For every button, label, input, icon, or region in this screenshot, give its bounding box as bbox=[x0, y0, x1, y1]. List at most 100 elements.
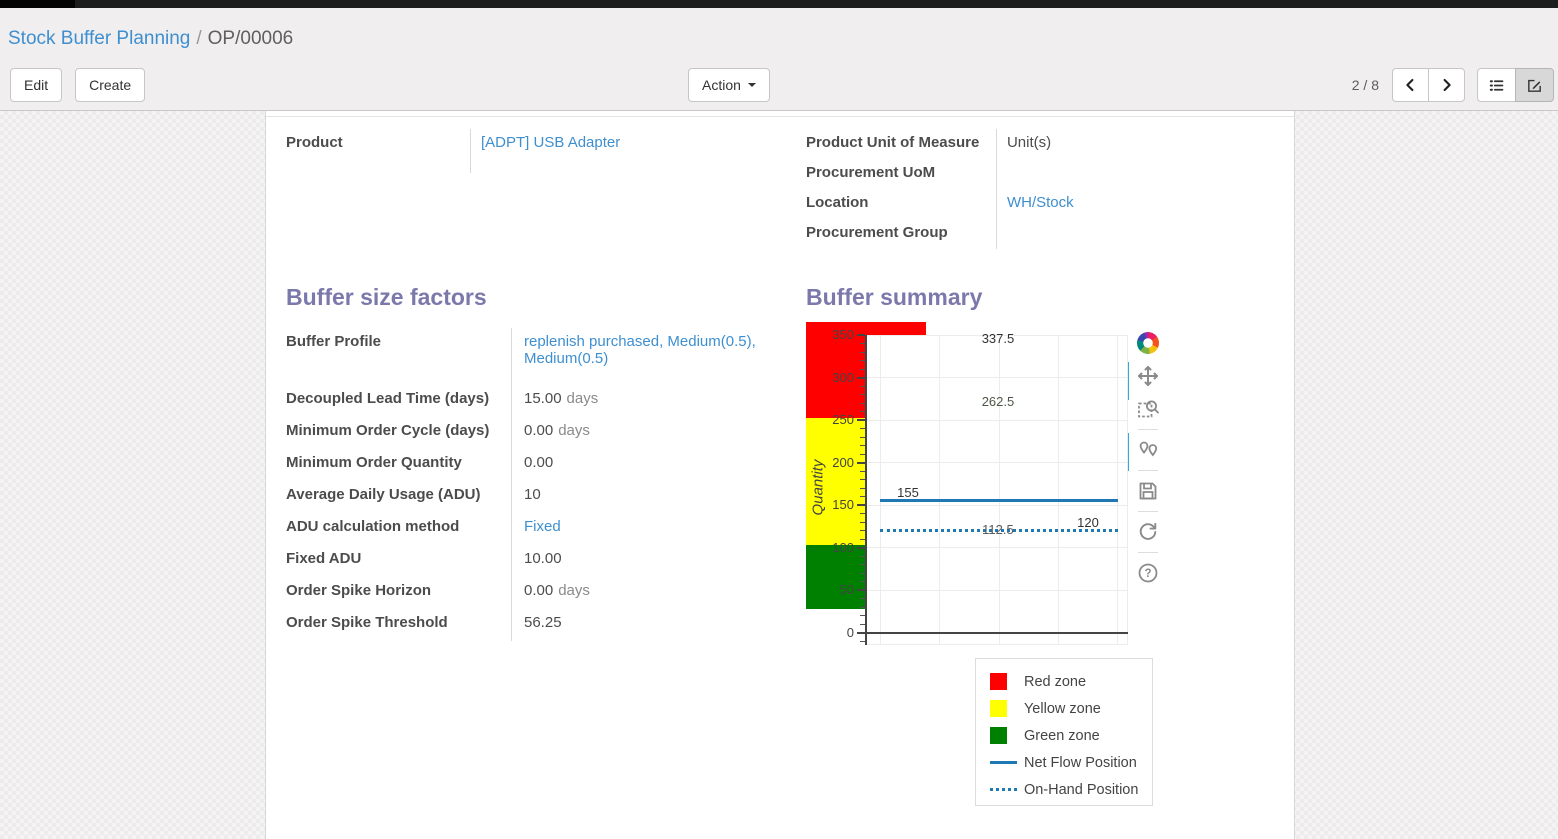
legend-label: Net Flow Position bbox=[1023, 754, 1137, 771]
legend-item-net-flow-position[interactable]: Net Flow Position bbox=[976, 749, 1152, 776]
field-decoupled-lead-time: Decoupled Lead Time (days) 15.00 days bbox=[286, 385, 778, 417]
legend-item-red-zone[interactable]: Red zone bbox=[976, 668, 1152, 695]
breadcrumb-row: Stock Buffer Planning / OP/00006 bbox=[0, 8, 1558, 60]
chart-gridline bbox=[865, 419, 1128, 421]
y-axis-tick-label: 100 bbox=[832, 539, 854, 555]
on-hand-position-line bbox=[879, 529, 1118, 532]
field-buffer-profile: Buffer Profile replenish purchased, Medi… bbox=[286, 328, 778, 385]
field-label-order-spike-threshold: Order Spike Threshold bbox=[286, 609, 512, 641]
caret-down-icon bbox=[747, 83, 756, 87]
chart-gridline bbox=[1058, 335, 1060, 645]
create-button[interactable]: Create bbox=[75, 68, 146, 102]
chart-gridline bbox=[865, 377, 1128, 378]
field-label-average-daily-usage: Average Daily Usage (ADU) bbox=[286, 481, 512, 513]
field-label-product: Product bbox=[286, 129, 471, 173]
pager-value: 2 / 8 bbox=[1351, 77, 1379, 93]
reset-axes-icon[interactable] bbox=[1135, 519, 1161, 545]
save-icon[interactable] bbox=[1135, 478, 1161, 504]
chart-gridline bbox=[879, 335, 881, 645]
pan-icon[interactable] bbox=[1135, 363, 1161, 389]
net-flow-position-line bbox=[879, 499, 1118, 503]
y-axis-minor-tick bbox=[859, 385, 865, 387]
y-axis-minor-tick bbox=[859, 487, 865, 489]
chart-modebar: ? bbox=[1124, 330, 1163, 586]
legend-label: Green zone bbox=[1023, 727, 1100, 744]
y-axis-title: Quantity bbox=[809, 459, 827, 516]
field-label-procurement-uom: Procurement UoM bbox=[806, 159, 997, 189]
chart-zero-line bbox=[865, 631, 1128, 634]
y-axis-tick-label: 50 bbox=[839, 582, 854, 597]
bar-value-label: 112.5 bbox=[982, 521, 1014, 537]
red-zone-swatch-icon bbox=[989, 673, 1020, 690]
field-value-location-link[interactable]: WH/Stock bbox=[1006, 194, 1074, 211]
legend-item-on-hand-position[interactable]: On-Hand Position bbox=[976, 776, 1152, 803]
plotly-logo-icon[interactable] bbox=[1135, 330, 1161, 356]
field-label-adu-calculation-method: ADU calculation method bbox=[286, 513, 512, 545]
box-zoom-icon[interactable] bbox=[1135, 396, 1161, 422]
y-axis-minor-tick bbox=[859, 479, 865, 480]
buffer-summary-section: Buffer summary bbox=[805, 283, 1294, 827]
y-axis-minor-tick bbox=[859, 351, 865, 353]
green-zone-swatch-icon bbox=[989, 727, 1020, 744]
chart-gridline bbox=[865, 589, 1128, 591]
field-value-buffer-profile-link[interactable]: replenish purchased, Medium(0.5), Medium… bbox=[524, 333, 756, 367]
y-axis-minor-tick bbox=[859, 470, 865, 472]
bar-value-label: 262.5 bbox=[981, 394, 1015, 410]
field-value-product-uom: Unit(s) bbox=[1006, 134, 1052, 151]
breadcrumb-parent-link[interactable]: Stock Buffer Planning bbox=[8, 28, 191, 49]
field-value-adu-calculation-method-link[interactable]: Fixed bbox=[524, 518, 561, 535]
field-label-decoupled-lead-time: Decoupled Lead Time (days) bbox=[286, 385, 512, 417]
field-procurement-group: Procurement Group bbox=[806, 219, 1294, 249]
pager-next-button[interactable] bbox=[1428, 68, 1465, 102]
field-value-procurement-uom bbox=[997, 159, 1007, 164]
y-axis-minor-tick bbox=[859, 640, 865, 642]
y-axis-minor-tick bbox=[859, 530, 865, 531]
modebar-separator bbox=[1137, 429, 1158, 430]
chart-gridline bbox=[865, 334, 1128, 336]
y-axis-tick-label: 350 bbox=[832, 327, 854, 342]
field-order-spike-horizon: Order Spike Horizon 0.00 days bbox=[286, 577, 778, 609]
chart-plot-area bbox=[865, 335, 1128, 645]
y-axis-tick bbox=[856, 376, 865, 379]
compare-hover-icon[interactable] bbox=[1135, 437, 1161, 463]
legend-item-green-zone[interactable]: Green zone bbox=[976, 722, 1152, 749]
edit-button[interactable]: Edit bbox=[10, 68, 63, 102]
field-value-average-daily-usage: 10 bbox=[524, 486, 541, 503]
yellow-zone-swatch-icon bbox=[989, 700, 1020, 717]
y-axis-minor-tick bbox=[859, 572, 865, 574]
field-value-product-link[interactable]: [ADPT] USB Adapter bbox=[481, 134, 621, 151]
chart-gridline bbox=[865, 504, 1128, 506]
legend-item-yellow-zone[interactable]: Yellow zone bbox=[976, 695, 1152, 722]
buffer-summary-title: Buffer summary bbox=[805, 284, 983, 310]
svg-text:?: ? bbox=[1144, 568, 1151, 580]
chart-gridline bbox=[865, 462, 1128, 463]
y-axis-minor-tick bbox=[859, 521, 865, 523]
buffer-size-factors-table: Buffer Profile replenish purchased, Medi… bbox=[286, 328, 778, 641]
list-view-button[interactable] bbox=[1477, 68, 1516, 102]
field-label-procurement-group: Procurement Group bbox=[806, 219, 997, 249]
modebar-separator bbox=[1137, 470, 1158, 471]
y-axis-tick-label: 200 bbox=[832, 454, 854, 470]
uom-location-group: Product Unit of Measure Unit(s) Procurem… bbox=[806, 129, 1294, 249]
buffer-size-factors-section: Buffer size factors Buffer Profile reple… bbox=[286, 283, 806, 827]
form-view-content: Product [ADPT] USB Adapter Product Unit … bbox=[0, 111, 1558, 839]
y-axis-minor-tick bbox=[859, 453, 865, 455]
field-label-location: Location bbox=[806, 189, 997, 219]
y-axis-minor-tick bbox=[859, 402, 865, 404]
net-flow-position-label: 155 bbox=[897, 484, 919, 500]
on-hand-position-swatch-icon bbox=[989, 788, 1020, 791]
y-axis-minor-tick bbox=[859, 598, 865, 599]
action-dropdown-label: Action bbox=[702, 77, 741, 93]
form-view-button[interactable] bbox=[1515, 68, 1554, 102]
y-axis-tick-label: 0 bbox=[846, 624, 854, 640]
breadcrumb-current: OP/00006 bbox=[207, 28, 294, 49]
legend-label: Red zone bbox=[1023, 673, 1087, 690]
y-axis-tick bbox=[856, 419, 865, 421]
action-dropdown-button[interactable]: Action bbox=[688, 68, 770, 102]
pager-previous-button[interactable] bbox=[1392, 68, 1429, 102]
field-adu-calculation-method: ADU calculation method Fixed bbox=[286, 513, 778, 545]
chart-legend: Red zone Yellow zone Green zone Net Flow Po… bbox=[974, 658, 1153, 806]
chevron-right-icon bbox=[1443, 78, 1451, 92]
help-icon[interactable]: ? bbox=[1135, 560, 1161, 586]
y-axis-minor-tick bbox=[859, 394, 865, 395]
